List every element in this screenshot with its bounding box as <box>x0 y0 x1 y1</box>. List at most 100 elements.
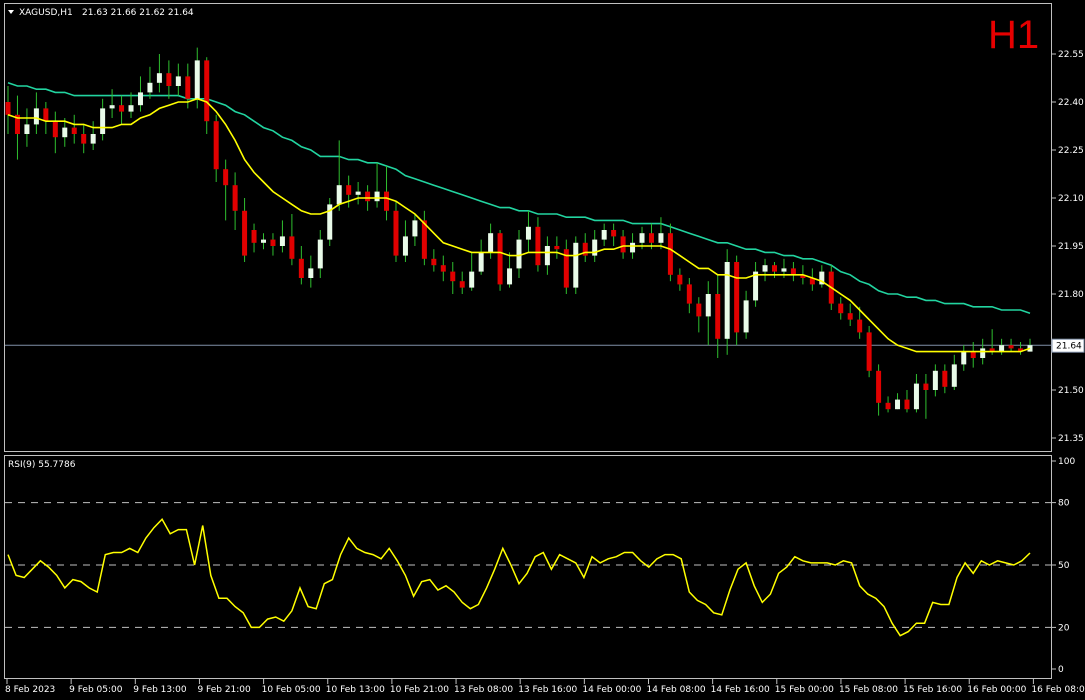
candle-bull <box>327 204 333 240</box>
candle-bear <box>440 265 446 272</box>
price-tick-label: 21.80 <box>1058 290 1084 300</box>
candle-bull <box>175 76 181 86</box>
time-tick-label: 14 Feb 00:00 <box>582 685 641 695</box>
candle-bear <box>611 230 617 237</box>
time-tick-label: 15 Feb 08:00 <box>839 685 898 695</box>
time-tick-label: 16 Feb 08:00 <box>1031 685 1085 695</box>
candle-bear <box>1008 345 1014 349</box>
candle-bull <box>374 191 380 202</box>
candle-bear <box>885 402 891 410</box>
price-tick-label: 22.25 <box>1058 146 1084 156</box>
candle-bull <box>961 351 967 365</box>
rsi-label: RSI(9) 55.7786 <box>8 460 76 470</box>
candle-bull <box>147 82 153 93</box>
price-tick-label: 22.40 <box>1058 98 1084 108</box>
candle-bull <box>33 108 39 125</box>
candle-bear <box>384 191 390 211</box>
time-tick-label: 10 Feb 05:00 <box>262 685 321 695</box>
candle-bear <box>809 278 815 285</box>
candle-bear <box>620 236 626 253</box>
candle-bear <box>289 236 295 259</box>
candle-bull <box>412 220 418 237</box>
candle-bear <box>847 313 853 320</box>
candle-bull <box>336 185 342 205</box>
current-price-label: 21.64 <box>1051 338 1085 353</box>
candle-bear <box>904 399 910 410</box>
candle-bear <box>365 191 371 202</box>
candle-bull <box>895 399 901 410</box>
candle-bull <box>478 252 484 272</box>
time-tick-label: 15 Feb 16:00 <box>903 685 962 695</box>
candle-bear <box>800 274 806 278</box>
candle-bull <box>194 60 200 99</box>
candle-bear <box>119 105 125 112</box>
price-tick-label: 22.55 <box>1058 50 1084 60</box>
candle-bear <box>686 284 692 304</box>
candle-bull <box>507 268 513 285</box>
candle-bear <box>52 121 58 138</box>
candle-bull <box>762 265 768 272</box>
candle-bear <box>667 233 673 275</box>
candle-bear <box>535 226 541 266</box>
candle-bear <box>43 108 49 122</box>
candle-bull <box>109 105 115 109</box>
candle-bull <box>913 383 919 410</box>
candle-bear <box>838 303 844 314</box>
candle-bull <box>24 124 30 134</box>
dropdown-triangle-icon[interactable] <box>8 10 14 14</box>
price-label-box <box>1051 338 1085 353</box>
time-tick-label: 8 Feb 2023 <box>5 685 55 695</box>
rsi-tick-label: 20 <box>1058 623 1070 633</box>
candle-bear <box>715 294 721 339</box>
time-axis: 8 Feb 2023 9 Feb 05:00 9 Feb 13:00 9 Feb 21… <box>5 679 1085 695</box>
candle-bull <box>951 364 957 387</box>
rsi-polyline <box>7 517 1031 637</box>
rsi-panel-frame <box>4 455 1052 679</box>
candle-bear <box>876 370 882 403</box>
candle-bear <box>5 102 11 115</box>
rsi-axis: 100 80 50 20 0 <box>1051 457 1075 675</box>
time-tick-label: 9 Feb 21:00 <box>197 685 251 695</box>
rsi-levels <box>5 502 1051 628</box>
candle-bear <box>734 262 740 333</box>
candle-bear <box>772 265 777 272</box>
candle-bear <box>242 210 248 256</box>
time-tick-label: 13 Feb 08:00 <box>454 685 513 695</box>
candle-bull <box>137 92 143 106</box>
candle-bull <box>402 236 408 256</box>
candle-bear <box>81 134 87 144</box>
candle-bear <box>970 351 976 358</box>
time-tick-label: 10 Feb 21:00 <box>390 685 449 695</box>
candle-bull <box>100 108 106 134</box>
price-tick-label: 22.10 <box>1058 194 1084 204</box>
price-panel-frame <box>4 3 1052 452</box>
candle-bull <box>705 294 711 317</box>
ma-slow-line <box>7 82 1031 314</box>
candle-bull <box>308 268 314 278</box>
candle-bull <box>128 105 134 112</box>
candle-bear <box>648 233 654 243</box>
candle-bull <box>525 226 531 240</box>
ma-fast-line <box>7 97 1031 353</box>
candle-bull <box>317 239 323 269</box>
candle-bear <box>554 246 560 250</box>
candle-bear <box>790 268 796 275</box>
price-tick-label: 21.35 <box>1058 434 1084 444</box>
time-tick-label: 14 Feb 08:00 <box>647 685 706 695</box>
candle-bull <box>279 236 285 246</box>
candle-bear <box>346 185 352 195</box>
time-tick-label: 9 Feb 13:00 <box>133 685 187 695</box>
candle-bull <box>488 233 494 253</box>
candle-bear <box>213 121 219 170</box>
candle-bear <box>1018 348 1024 352</box>
candle-bull <box>639 233 645 243</box>
candle-bull <box>156 73 162 83</box>
candle-bull <box>819 271 825 285</box>
candle-bear <box>232 185 238 211</box>
price-label-text: 21.64 <box>1056 342 1082 352</box>
candle-bull <box>544 246 550 266</box>
candle-bull <box>999 345 1005 352</box>
time-tick-label: 14 Feb 16:00 <box>711 685 770 695</box>
rsi-tick-label: 100 <box>1058 457 1075 467</box>
